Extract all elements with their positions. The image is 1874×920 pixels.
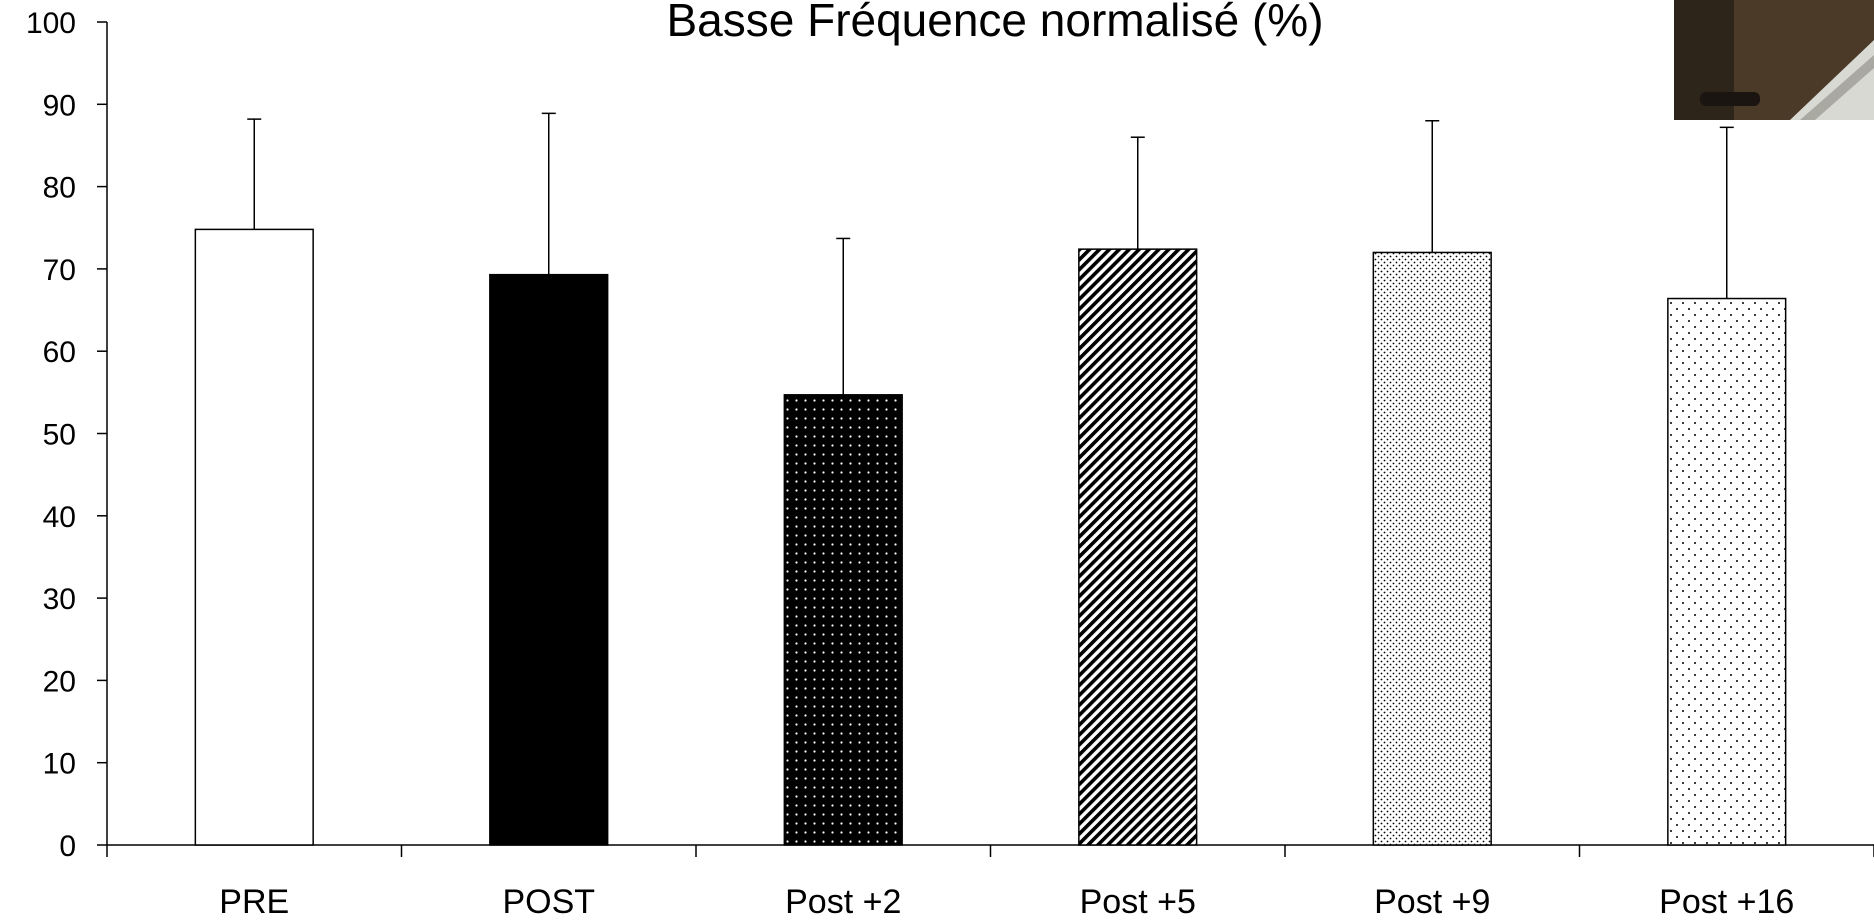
y-tick-label: 10 <box>43 748 76 781</box>
bar-post-5 <box>1078 248 1198 846</box>
y-tick-label: 20 <box>43 665 76 698</box>
bars-group <box>194 228 1787 846</box>
y-tick-label: 90 <box>43 89 76 122</box>
y-tick-label: 100 <box>26 7 76 40</box>
x-category-label: PRE <box>219 883 289 920</box>
error-bars-group <box>247 112 1734 395</box>
bar-post-16 <box>1667 297 1787 846</box>
bar-post <box>489 273 609 846</box>
y-tick-label: 60 <box>43 336 76 369</box>
x-category-label: POST <box>502 883 595 920</box>
bar-pre <box>194 228 314 846</box>
y-tick-label: 0 <box>59 830 76 863</box>
y-tick-label: 50 <box>43 419 76 452</box>
bar-post-9 <box>1372 251 1492 846</box>
chart-title: Basse Fréquence normalisé (%) <box>666 0 1323 46</box>
y-tick-label: 70 <box>43 254 76 287</box>
x-category-label: Post +2 <box>785 883 901 920</box>
y-tick-label: 30 <box>43 583 76 616</box>
x-category-label: Post +5 <box>1080 883 1196 920</box>
photo-thumbnail-icon <box>1674 0 1874 120</box>
y-tick-label: 40 <box>43 501 76 534</box>
x-category-label: Post +9 <box>1374 883 1490 920</box>
bar-post-2 <box>783 394 903 846</box>
x-category-label: Post +16 <box>1659 883 1794 920</box>
y-tick-label: 80 <box>43 172 76 205</box>
category-labels-group: PRE POST Post +2 Post +5 Post +9 Post +16 <box>219 883 1794 920</box>
chart-axes: 0 10 20 30 40 50 60 70 80 90 100 <box>26 7 1874 863</box>
